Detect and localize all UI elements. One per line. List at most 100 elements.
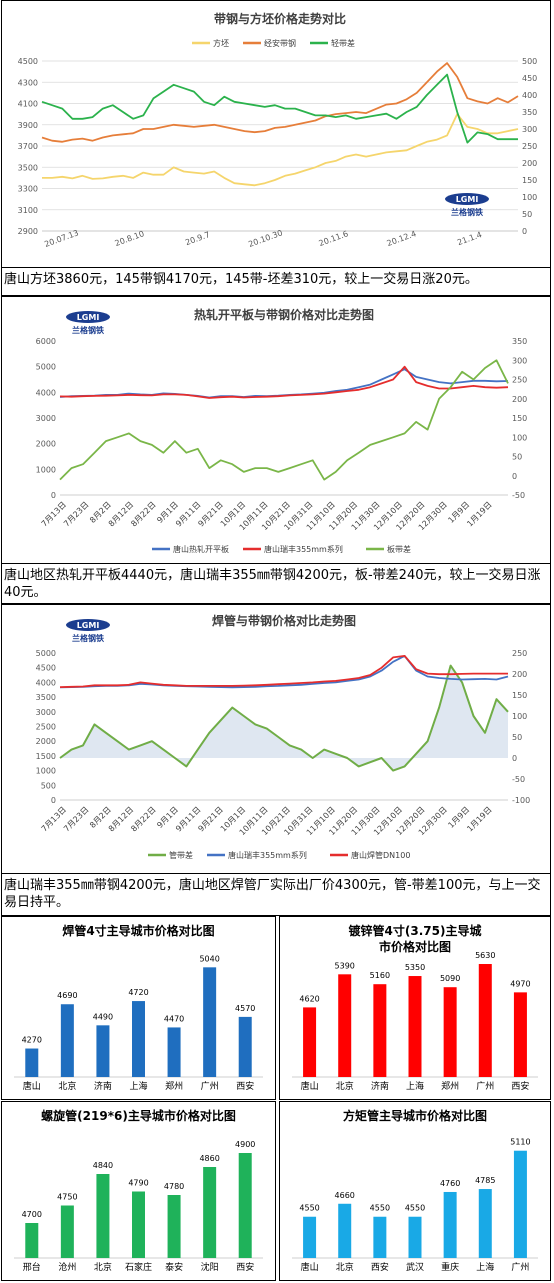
- bar-value-label: 4700: [22, 1210, 42, 1219]
- y-left-tick-label: 5000: [36, 649, 56, 658]
- bar-chart-title-0: 焊管4寸主导城市价格对比图: [62, 923, 214, 938]
- bar-chart-galvanized-pipe: 镀锌管4寸(3.75)主导城 市价格对比图 4620 唐山 5390 北京 5160 济南 53…: [279, 916, 551, 1100]
- bar-category-label: 郑州: [441, 1080, 459, 1092]
- y-right-tick-label: 500: [522, 57, 537, 66]
- bar: [513, 1150, 527, 1258]
- series-line-0: [42, 113, 519, 187]
- legend-label-1: 唐山瑞丰355mm系列: [228, 850, 307, 860]
- bar: [303, 1216, 317, 1258]
- y-right-tick-label: 200: [512, 670, 527, 679]
- y-left-tick-label: 3900: [18, 121, 38, 130]
- x-tick-label: 8月22日: [129, 805, 157, 833]
- bar: [167, 1027, 181, 1077]
- bar: [203, 967, 217, 1077]
- bar-category-label: 邢台: [23, 1261, 41, 1273]
- x-tick-label: 8月22日: [129, 500, 157, 528]
- logo-subtitle: 兰格钢铁: [451, 207, 483, 217]
- lgmi-logo: LGMI 兰格钢铁: [66, 311, 110, 335]
- bar-value-label: 4690: [57, 991, 77, 1000]
- chart-billet-strip-svg: 带钢与方坯价格走势对比29003100330035003700390041004…: [18, 11, 538, 249]
- y-left-tick-label: 3500: [18, 163, 38, 172]
- bar-category-label: 沈阳: [201, 1261, 219, 1273]
- y-left-tick-label: 4100: [18, 100, 38, 109]
- y-right-tick-label: 350: [522, 108, 537, 117]
- y-right-tick-label: 350: [512, 337, 527, 346]
- bar-category-label: 沧州: [58, 1261, 76, 1273]
- chart-pipe-strip: 焊管与带钢价格对比走势图 0 500 1000 1500 2000 2500 3000 3500…: [1, 604, 551, 874]
- y-left-tick-label: 0: [51, 796, 56, 805]
- bar: [303, 1007, 317, 1077]
- y-left-tick-label: 3500: [36, 693, 56, 702]
- bar-category-label: 武汉: [406, 1261, 424, 1273]
- logo-ellipse: [66, 311, 110, 323]
- caption-3: 唐山瑞丰355㎜带钢4200元，唐山地区焊管厂实际出厂价4300元，管-带差10…: [1, 874, 551, 916]
- x-tick-label: 7月23日: [62, 805, 90, 833]
- x-tick-label: 20.07.13: [43, 228, 80, 249]
- x-tick-label: 20.8.10: [114, 229, 146, 248]
- y-left-tick-label: 2000: [36, 440, 56, 449]
- bar: [443, 1191, 457, 1258]
- legend-label-1: 唐山瑞丰355mm系列: [264, 544, 343, 554]
- bar-chart-spiral-pipe: 螺旋管(219*6)主导城市价格对比图 4700 邢台 4750 沧州 4840 北京 479…: [1, 1101, 276, 1281]
- bar: [408, 976, 422, 1077]
- bar-value-label: 4270: [22, 1036, 42, 1045]
- bar: [96, 1025, 110, 1077]
- legend-label-0: 管带差: [169, 850, 193, 860]
- bar-category-label: 唐山: [301, 1261, 319, 1273]
- y-right-tick-label: -100: [512, 796, 530, 805]
- y-left-tick-label: 2000: [36, 737, 56, 746]
- series-line-2: [59, 655, 508, 688]
- series-line-1: [41, 62, 519, 143]
- bar: [238, 1153, 252, 1258]
- y-right-tick-label: 50: [512, 733, 522, 742]
- y-right-tick-label: 0: [512, 472, 517, 481]
- caption-3-text: 唐山瑞丰355㎜带钢4200元，唐山地区焊管厂实际出厂价4300元，管-带差10…: [4, 878, 541, 910]
- y-right-tick-label: 50: [522, 210, 532, 219]
- bar-category-label: 济南: [94, 1080, 112, 1092]
- series-line-0: [59, 368, 509, 399]
- bar-value-label: 4720: [128, 988, 148, 997]
- y-right-tick-label: 250: [512, 649, 527, 658]
- bar: [478, 1189, 492, 1258]
- y-left-tick-label: 3300: [18, 185, 38, 194]
- series-line-1: [59, 655, 509, 689]
- chart-title: 热轧开平板与带钢价格对比走势图: [194, 307, 374, 322]
- y-right-tick-label: 300: [512, 356, 527, 365]
- bar-value-label: 4750: [57, 1193, 77, 1202]
- caption-1: 唐山方坯3860元，145带钢4170元，145带-坯差310元，较上一交易日涨…: [1, 268, 551, 296]
- y-right-tick-label: 150: [512, 691, 527, 700]
- y-right-tick-label: 200: [512, 395, 527, 404]
- chart-billet-strip: 带钢与方坯价格走势对比 2900 3100 3300 3500 3700 3900 4100 4…: [1, 0, 551, 268]
- bar: [373, 984, 387, 1077]
- logo-subtitle: 兰格钢铁: [72, 325, 104, 335]
- y-right-tick-label: 150: [522, 176, 537, 185]
- bar-value-label: 5090: [440, 974, 460, 983]
- bar-category-label: 唐山: [23, 1080, 41, 1092]
- bar: [338, 974, 352, 1077]
- bar-category-label: 西安: [371, 1261, 389, 1273]
- bar-chart-title-1: 市价格对比图: [379, 939, 451, 954]
- y-left-tick-label: 3000: [36, 414, 56, 423]
- x-tick-label: 1月19日: [465, 805, 493, 833]
- caption-1-text: 唐山方坯3860元，145带钢4170元，145带-坯差310元，较上一交易日涨…: [4, 272, 478, 287]
- y-left-tick-label: 3700: [18, 142, 38, 151]
- legend-label-1: 经安带钢: [264, 38, 296, 48]
- bar-value-label: 5390: [335, 961, 355, 970]
- bar-chart-galvanized-pipe-svg: 镀锌管4寸(3.75)主导城市价格对比图 4620 唐山 5390 北京 5160 济南 53…: [292, 923, 538, 1092]
- x-tick-label: 7月23日: [62, 500, 90, 528]
- bar: [443, 987, 457, 1077]
- bar: [132, 1191, 145, 1258]
- y-left-tick-label: 5000: [36, 363, 56, 372]
- logo-letters: LGMI: [77, 621, 100, 630]
- y-left-tick-label: 500: [41, 781, 56, 790]
- y-right-tick-label: 250: [522, 142, 537, 151]
- bar-category-label: 北京: [58, 1080, 76, 1092]
- y-left-tick-label: 4500: [36, 664, 56, 673]
- bar-category-label: 泰安: [165, 1261, 183, 1273]
- bar-value-label: 4785: [475, 1176, 495, 1185]
- bar-value-label: 4620: [299, 994, 319, 1003]
- bar: [25, 1048, 39, 1077]
- bar-chart-title-0: 螺旋管(219*6)主导城市价格对比图: [41, 1108, 236, 1123]
- bar-chart-square-pipe: 方矩管主导城市价格对比图 4550 唐山 4660 北京 4550 西安 4550 武汉 4760…: [279, 1101, 551, 1281]
- logo-letters: LGMI: [77, 313, 100, 322]
